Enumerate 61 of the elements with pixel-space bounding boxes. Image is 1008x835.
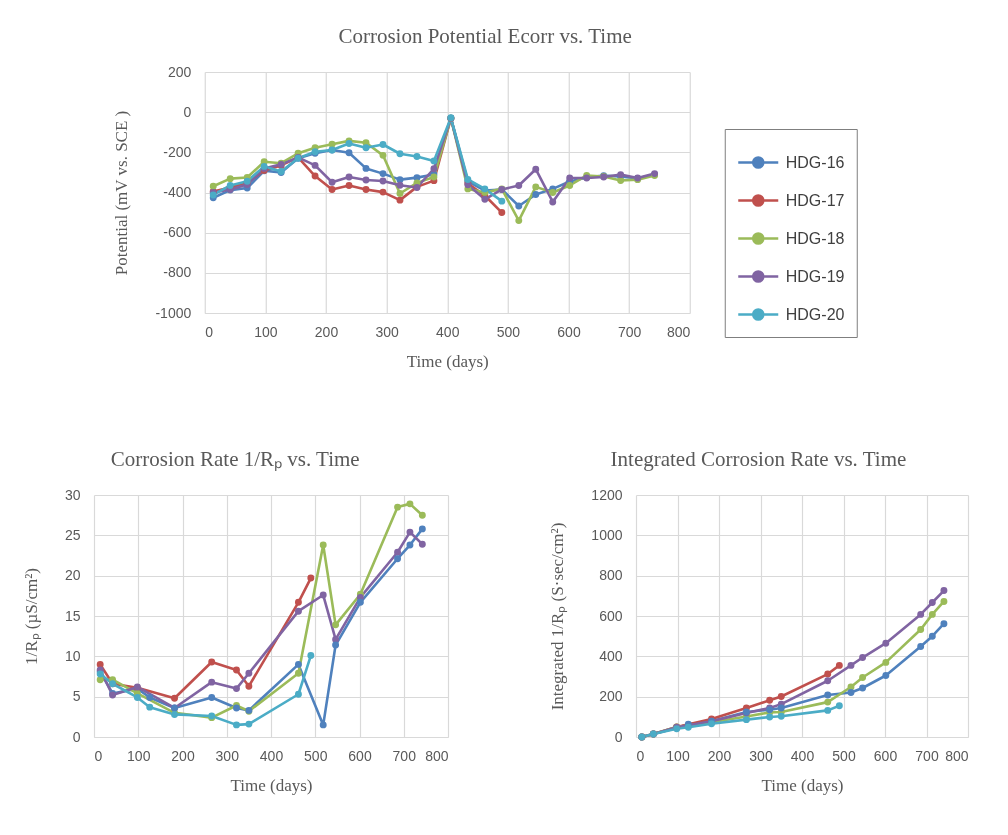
x-axis-title: Time (days) — [230, 775, 313, 795]
chart-title: Integrated Corrosion Rate vs. Time — [610, 447, 907, 471]
y-tick-label: 400 — [599, 647, 623, 664]
y-tick-label: -1000 — [155, 304, 192, 321]
x-axis-title: Time (days) — [406, 351, 489, 371]
x-tick-label: 500 — [496, 323, 521, 340]
x-tick-label: 400 — [790, 747, 815, 764]
y-tick-label: 5 — [72, 688, 81, 705]
y-tick-label: 20 — [64, 567, 81, 584]
y-axis-title: Integrated 1/Rₚ (S·sec/cm²) — [548, 522, 569, 711]
x-tick-label: 600 — [557, 323, 581, 340]
x-tick-label: 400 — [436, 323, 460, 340]
x-tick-label: 800 — [425, 747, 449, 764]
y-tick-label: -800 — [163, 264, 192, 281]
y-tick-label: 0 — [72, 728, 81, 745]
x-tick-label: 100 — [254, 323, 278, 340]
y-tick-label: 0 — [183, 103, 192, 120]
y-tick-label: 200 — [599, 688, 623, 705]
legend-label: HDG-20 — [785, 305, 845, 323]
y-tick-label: 1000 — [591, 526, 623, 543]
y-axis-title: Potential (mV vs. SCE ) — [112, 110, 132, 276]
x-axis-title: Time (days) — [761, 775, 844, 795]
x-tick-label: 300 — [215, 747, 240, 764]
y-tick-label: -200 — [163, 143, 192, 160]
y-tick-label: 800 — [599, 567, 623, 584]
x-tick-label: 0 — [205, 323, 214, 340]
x-tick-label: 100 — [666, 747, 690, 764]
y-axis-title: 1/Rₚ (µS/cm²) — [21, 568, 42, 665]
y-tick-label: 1200 — [591, 486, 623, 503]
x-tick-label: 600 — [873, 747, 898, 764]
chart-title: Corrosion Rate 1/Rₚ vs. Time — [110, 447, 360, 472]
y-tick-label: 600 — [599, 607, 623, 624]
x-tick-label: 300 — [749, 747, 773, 764]
legend-label: HDG-18 — [785, 229, 845, 247]
y-tick-label: 25 — [64, 526, 81, 543]
y-tick-label: 200 — [167, 63, 192, 80]
x-tick-label: 500 — [832, 747, 856, 764]
x-tick-label: 800 — [666, 323, 691, 340]
y-tick-label: 10 — [64, 647, 81, 664]
x-tick-label: 700 — [392, 747, 417, 764]
legend-label: HDG-19 — [785, 267, 845, 285]
x-tick-label: 600 — [348, 747, 372, 764]
y-tick-label: 30 — [64, 486, 81, 503]
x-tick-label: 500 — [304, 747, 328, 764]
legend-label: HDG-16 — [785, 153, 845, 171]
x-tick-label: 700 — [617, 323, 642, 340]
x-tick-label: 300 — [375, 323, 400, 340]
chart-title: Corrosion Potential Ecorr vs. Time — [338, 24, 632, 48]
x-tick-label: 700 — [915, 747, 939, 764]
x-tick-label: 400 — [259, 747, 284, 764]
y-tick-label: 15 — [64, 607, 81, 624]
x-tick-label: 0 — [636, 747, 645, 764]
x-tick-label: 200 — [314, 323, 339, 340]
y-tick-label: 0 — [614, 728, 623, 745]
x-tick-label: 0 — [94, 747, 103, 764]
x-tick-label: 200 — [707, 747, 732, 764]
legend-label: HDG-17 — [785, 191, 845, 209]
x-tick-label: 100 — [127, 747, 151, 764]
x-tick-label: 800 — [945, 747, 969, 764]
y-tick-label: -600 — [163, 224, 192, 241]
y-tick-label: -400 — [163, 184, 192, 200]
